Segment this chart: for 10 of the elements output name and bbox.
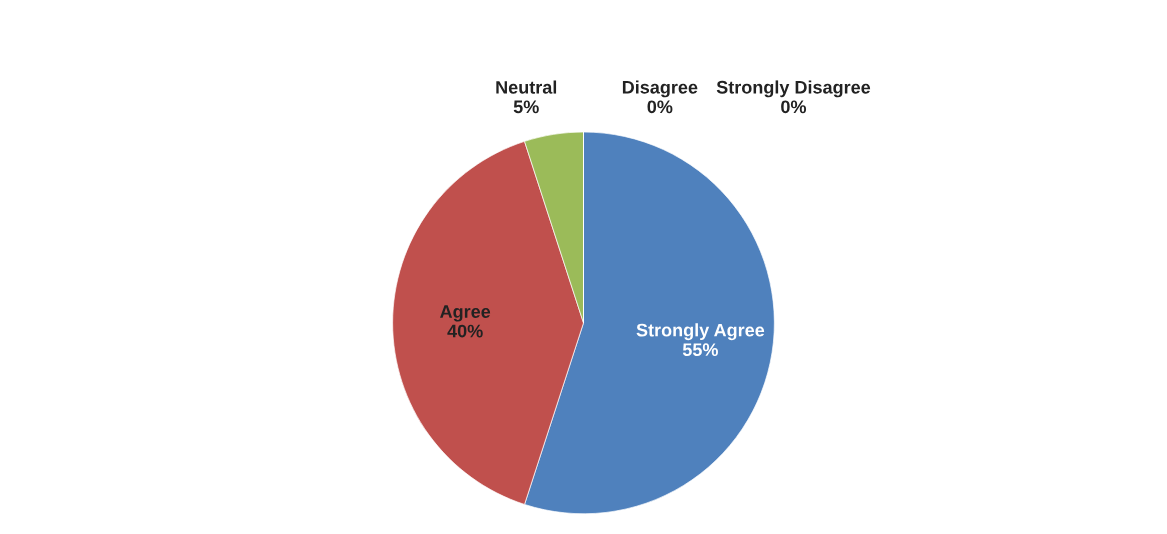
slice-label: Agree — [440, 305, 491, 322]
text: 0% — [781, 100, 807, 114]
category-label: Disagree — [622, 80, 698, 98]
data-label: 55% — [682, 343, 718, 357]
slice-label: Strongly Agree — [636, 323, 765, 341]
text: 0% — [647, 100, 673, 114]
data-label: 40% — [447, 324, 483, 338]
category-label: Strongly Disagree — [716, 80, 871, 98]
slice-label: Neutral — [496, 80, 557, 94]
data-label: 5% — [513, 100, 539, 114]
